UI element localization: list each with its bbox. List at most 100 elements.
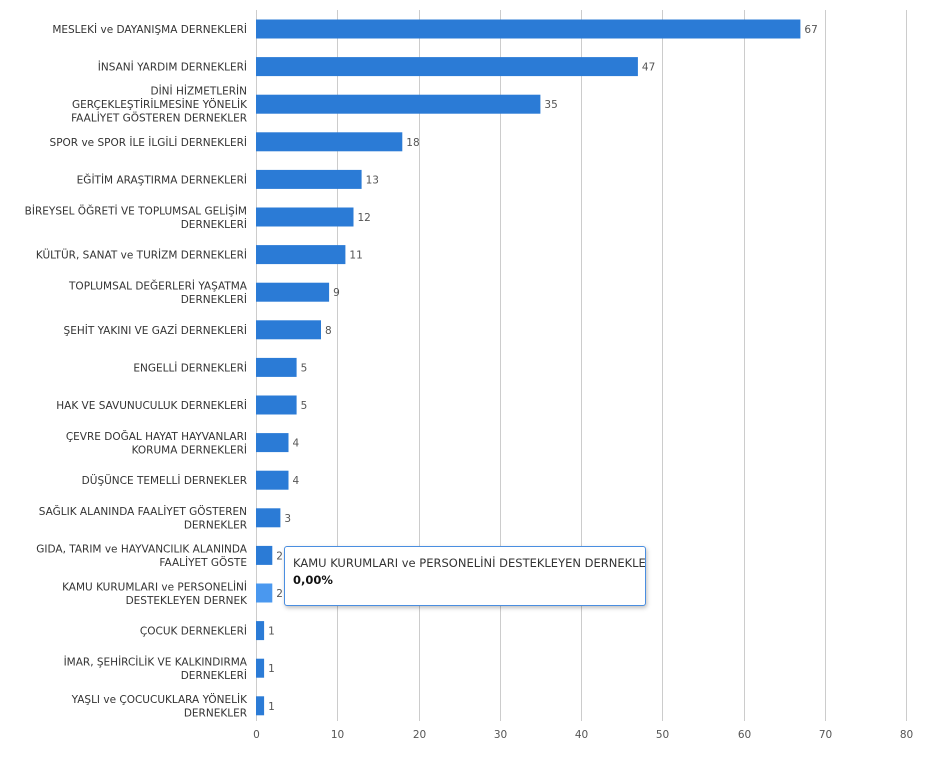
tooltip-title: KAMU KURUMLARI ve PERSONELİNİ DESTEKLEYE…: [293, 556, 646, 570]
category-label: KÜLTÜR, SANAT ve TURİZM DERNEKLERİ: [36, 249, 247, 262]
category-label-line: DERNEKLER: [184, 708, 247, 720]
value-label: 3: [284, 513, 291, 525]
value-label: 4: [293, 438, 300, 450]
category-label-line: DÜŞÜNCE TEMELLİ DERNEKLER: [82, 474, 247, 487]
category-label-line: KORUMA DERNEKLERİ: [132, 443, 247, 456]
bar[interactable]: [256, 57, 638, 77]
category-label-line: MESLEKİ ve DAYANIŞMA DERNEKLERİ: [52, 23, 247, 36]
value-label: 18: [406, 137, 419, 149]
value-label: 9: [333, 287, 340, 299]
category-label-line: DERNEKLERİ: [181, 293, 247, 306]
category-label-line: DİNİ HİZMETLERİN: [151, 85, 248, 98]
value-label: 5: [301, 400, 308, 412]
value-label: 12: [358, 212, 371, 224]
x-axis-ticks: 0 10 20 30 40 50 60 70 80: [253, 729, 913, 741]
bar[interactable]: [256, 696, 265, 716]
category-label: ŞEHİT YAKINI VE GAZİ DERNEKLERİ: [64, 324, 247, 337]
category-label-line: KAMU KURUMLARI ve PERSONELİNİ: [62, 580, 247, 593]
value-label: 2: [276, 550, 283, 562]
category-label-line: SPOR ve SPOR İLE İLGİLİ DERNEKLERİ: [50, 136, 247, 149]
bars: [256, 19, 801, 716]
category-label: SPOR ve SPOR İLE İLGİLİ DERNEKLERİ: [50, 136, 247, 149]
category-label-line: SAĞLIK ALANINDA FAALİYET GÖSTEREN: [39, 505, 247, 518]
value-label: 5: [301, 362, 308, 374]
value-label: 67: [804, 24, 817, 36]
category-label: YAŞLI ve ÇOCUCUKLARA YÖNELİK DERNEKLER: [71, 693, 248, 720]
bar[interactable]: [256, 169, 362, 189]
bar[interactable]: [256, 357, 297, 377]
category-label-line: ÇOCUK DERNEKLERİ: [140, 625, 247, 638]
category-label: SAĞLIK ALANINDA FAALİYET GÖSTEREN DERNEKL…: [39, 505, 247, 532]
category-label: ENGELLİ DERNEKLERİ: [133, 361, 247, 374]
x-tick-label: 50: [656, 729, 669, 741]
bar[interactable]: [256, 470, 289, 490]
category-label-line: FAALİYET GÖSTE: [159, 556, 247, 569]
category-label: MESLEKİ ve DAYANIŞMA DERNEKLERİ: [52, 23, 247, 36]
category-label-line: DERNEKLERİ: [181, 669, 247, 682]
bar[interactable]: [256, 433, 289, 453]
bar[interactable]: [256, 94, 541, 114]
category-label-line: İNSANİ YARDIM DERNEKLERİ: [98, 61, 247, 74]
category-label-line: DERNEKLER: [184, 520, 247, 532]
value-label: 1: [268, 663, 275, 675]
value-label: 11: [349, 250, 362, 262]
category-label: İMAR, ŞEHİRCİLİK VE KALKINDIRMA DERNEKLER…: [64, 656, 248, 683]
category-label: EĞİTİM ARAŞTIRMA DERNEKLERİ: [77, 173, 247, 186]
category-label-line: ŞEHİT YAKINI VE GAZİ DERNEKLERİ: [64, 324, 247, 337]
category-label-line: ÇEVRE DOĞAL HAYAT HAYVANLARI: [66, 430, 247, 443]
bar[interactable]: [256, 658, 265, 678]
bar[interactable]: [256, 207, 354, 227]
category-label: BİREYSEL ÖĞRETİ VE TOPLUMSAL GELİŞİM DERN…: [25, 204, 247, 231]
value-label: 13: [366, 174, 379, 186]
category-label-line: ENGELLİ DERNEKLERİ: [133, 361, 247, 374]
bar[interactable]: [256, 583, 273, 603]
category-label-line: YAŞLI ve ÇOCUCUKLARA YÖNELİK: [71, 693, 248, 706]
bar[interactable]: [256, 395, 297, 415]
category-label-line: BİREYSEL ÖĞRETİ VE TOPLUMSAL GELİŞİM: [25, 204, 247, 217]
category-label: DİNİ HİZMETLERİN GERÇEKLEŞTİRİLMESİNE YÖN…: [71, 85, 248, 125]
x-tick-label: 0: [253, 729, 260, 741]
category-label-line: HAK VE SAVUNUCULUK DERNEKLERİ: [56, 399, 247, 412]
value-label: 1: [268, 701, 275, 713]
category-label: HAK VE SAVUNUCULUK DERNEKLERİ: [56, 399, 247, 412]
bar[interactable]: [256, 19, 801, 39]
x-tick-label: 30: [494, 729, 507, 741]
value-label: 2: [276, 588, 283, 600]
tooltip-value: 0,00%: [293, 573, 333, 587]
value-label: 4: [293, 475, 300, 487]
bar[interactable]: [256, 282, 330, 302]
bar[interactable]: [256, 320, 321, 340]
category-label: TOPLUMSAL DEĞERLERİ YAŞATMA DERNEKLERİ: [68, 279, 248, 306]
bar-tooltip: KAMU KURUMLARI ve PERSONELİNİ DESTEKLEYE…: [284, 546, 646, 606]
category-label-line: KÜLTÜR, SANAT ve TURİZM DERNEKLERİ: [36, 249, 247, 262]
category-label: İNSANİ YARDIM DERNEKLERİ: [98, 61, 247, 74]
category-label-line: GIDA, TARIM ve HAYVANCILIK ALANINDA: [36, 544, 248, 556]
bar[interactable]: [256, 545, 273, 565]
x-tick-label: 40: [575, 729, 588, 741]
x-tick-label: 60: [738, 729, 751, 741]
x-tick-label: 20: [413, 729, 426, 741]
x-tick-label: 80: [900, 729, 913, 741]
value-label: 8: [325, 325, 332, 337]
bar[interactable]: [256, 245, 346, 265]
category-label-line: FAALİYET GÖSTEREN DERNEKLER: [71, 112, 247, 125]
category-label-line: DERNEKLERİ: [181, 218, 247, 231]
value-label: 47: [642, 62, 655, 74]
bar[interactable]: [256, 621, 265, 641]
value-label: 1: [268, 626, 275, 638]
category-labels: MESLEKİ ve DAYANIŞMA DERNEKLERİ İNSANİ YA…: [25, 23, 248, 720]
category-label: DÜŞÜNCE TEMELLİ DERNEKLER: [82, 474, 247, 487]
category-label-line: TOPLUMSAL DEĞERLERİ YAŞATMA: [68, 279, 248, 292]
category-label: ÇEVRE DOĞAL HAYAT HAYVANLARI KORUMA DERNE…: [66, 430, 247, 457]
bar[interactable]: [256, 132, 403, 152]
category-label-line: DESTEKLEYEN DERNEK: [126, 595, 249, 607]
category-label: GIDA, TARIM ve HAYVANCILIK ALANINDA FAALİ…: [36, 544, 248, 570]
category-label: ÇOCUK DERNEKLERİ: [140, 625, 247, 638]
bar[interactable]: [256, 508, 281, 528]
category-label-line: GERÇEKLEŞTİRİLMESİNE YÖNELİK: [72, 98, 248, 111]
x-tick-label: 10: [331, 729, 344, 741]
category-label: KAMU KURUMLARI ve PERSONELİNİ DESTEKLEYEN…: [62, 580, 248, 607]
value-label: 35: [544, 99, 557, 111]
